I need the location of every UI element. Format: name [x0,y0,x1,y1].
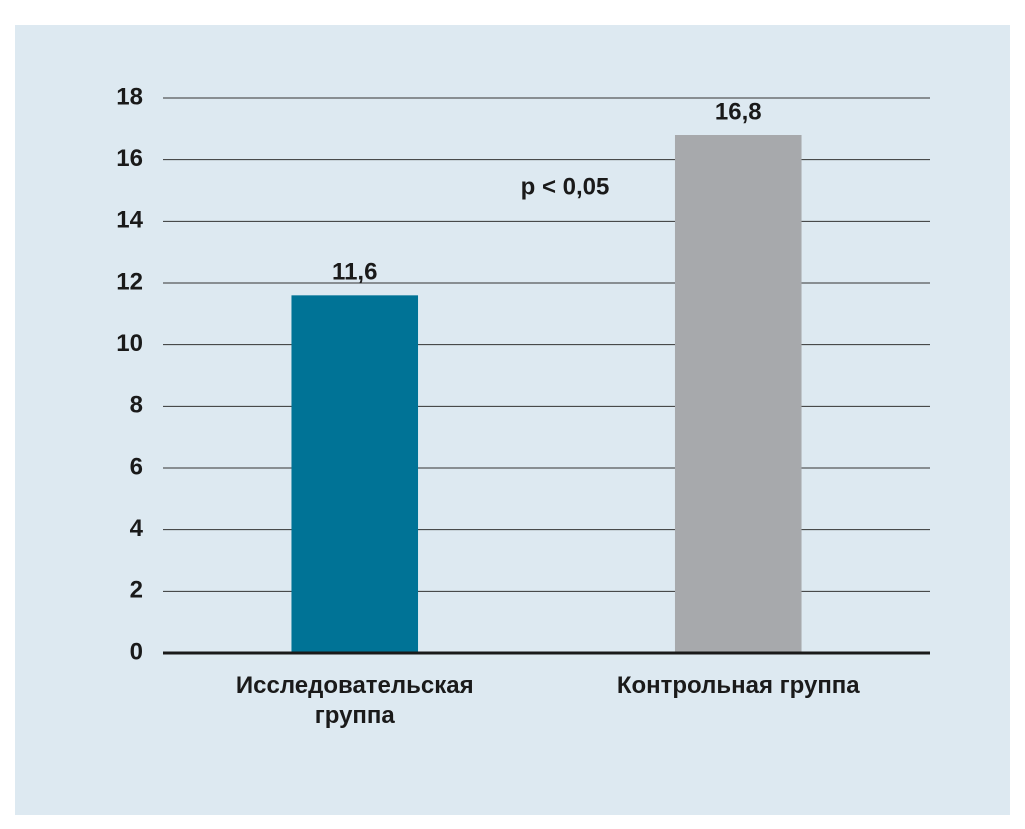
y-tick-label: 14 [116,207,143,234]
annotation: p < 0,05 [521,173,610,200]
x-tick-label: Исследовательская группа [235,672,474,729]
y-tick-label: 18 [116,83,143,110]
bar [291,295,419,653]
y-tick-label: 0 [130,638,143,665]
panel [15,25,1010,815]
y-tick-label: 10 [116,330,143,357]
y-tick-label: 8 [130,392,143,419]
y-tick-label: 6 [130,453,143,480]
y-tick-label: 2 [130,577,143,604]
y-tick-label: 4 [130,515,144,542]
bar [674,135,802,653]
x-tick-label: Контрольная группа [616,672,860,699]
value-label: 16,8 [715,98,762,125]
y-tick-label: 12 [116,268,143,295]
value-label: 11,6 [332,259,377,286]
y-tick-label: 16 [116,145,143,172]
